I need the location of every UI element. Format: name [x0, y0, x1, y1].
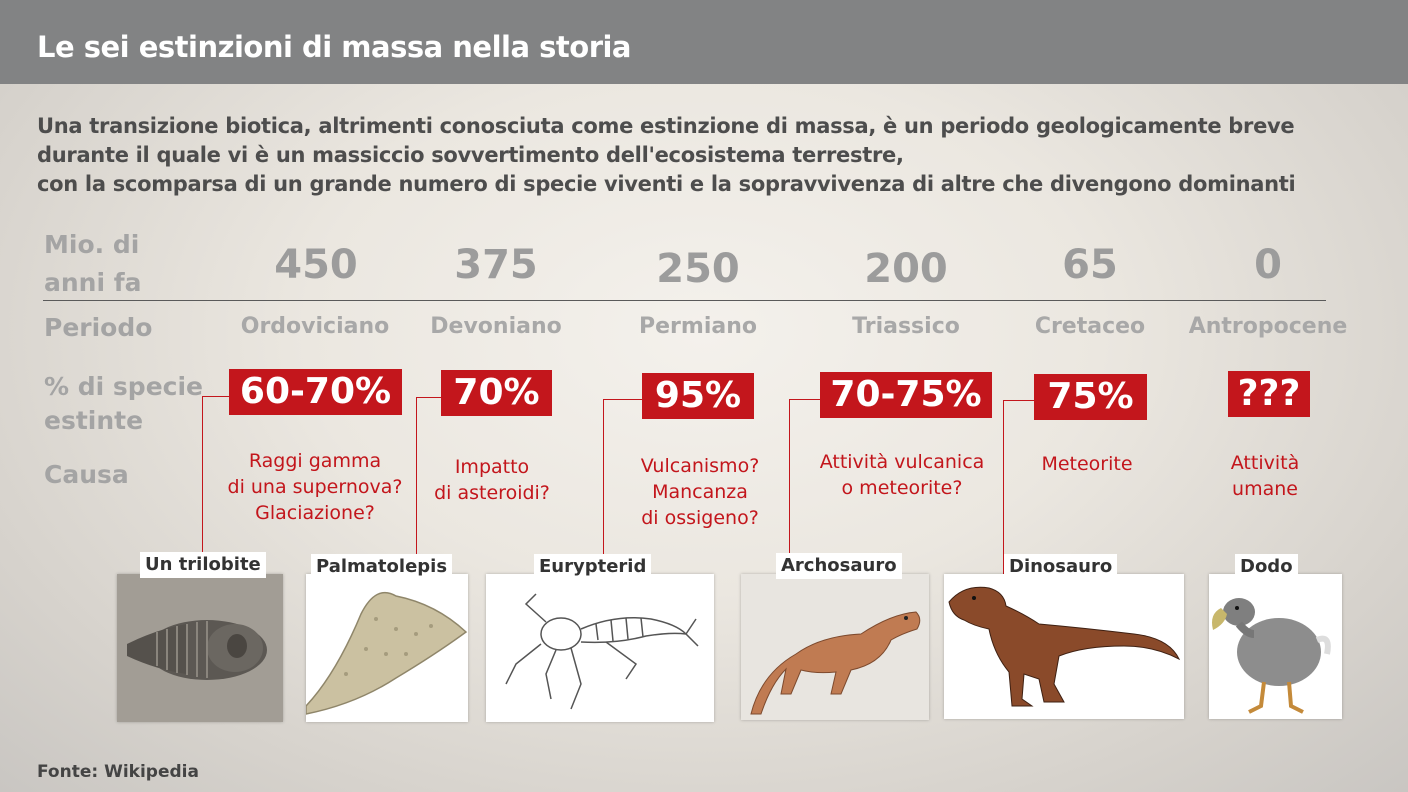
cause-line: Impatto [454, 456, 530, 478]
connector-line [603, 399, 604, 556]
extinct-percent-badge: 95% [642, 373, 754, 419]
dinosaur-image [944, 574, 1184, 719]
connector-line [416, 397, 417, 555]
period-label: Ordoviciano [240, 314, 390, 339]
header-bar: Le sei estinzioni di massa nella storia [0, 0, 1408, 84]
connector-line [202, 396, 203, 556]
cause-text: Raggi gamma di una supernova? Glaciazion… [205, 448, 425, 526]
period-label: Devoniano [430, 314, 562, 339]
connector-line [416, 397, 442, 398]
row-label-years-1: Mio. di [44, 230, 140, 259]
connector-line [789, 399, 821, 400]
row-label-pct-1: % di specie [44, 372, 203, 401]
cause-line: Mancanza [652, 481, 748, 503]
connector-line [603, 399, 643, 400]
connector-line [1003, 400, 1035, 401]
intro-line: durante il quale vi è un massiccio sovve… [37, 143, 904, 167]
cause-text: Vulcanismo? Mancanza di ossigeno? [590, 453, 810, 531]
palmatolepis-image [306, 574, 468, 722]
row-label-cause: Causa [44, 460, 129, 489]
image-caption: Archosauro [776, 553, 902, 579]
cause-text: Attività vulcanica o meteorite? [792, 449, 1012, 501]
intro-text: Una transizione biotica, altrimenti cono… [37, 112, 1296, 199]
image-caption: Palmatolepis [311, 554, 453, 580]
extinct-percent-badge: 60-70% [229, 369, 402, 415]
image-caption: Eurypterid [534, 554, 652, 580]
connector-line [1003, 400, 1004, 585]
cause-line: Raggi gamma [248, 450, 382, 472]
cause-text: Attività umane [1155, 450, 1375, 502]
trilobite-image [117, 574, 283, 722]
cause-line: Meteorite [1041, 453, 1133, 475]
year-label: 65 [1062, 242, 1118, 288]
cause-text: Impatto di asteroidi? [382, 454, 602, 506]
period-label: Cretaceo [1034, 314, 1146, 339]
cause-text: Meteorite [977, 451, 1197, 477]
archosaur-image [741, 574, 929, 720]
connector-line [202, 396, 230, 397]
year-label: 375 [454, 242, 538, 288]
row-label-pct-2: estinte [44, 406, 144, 435]
extinct-percent-badge: ??? [1228, 371, 1310, 417]
cause-line: Attività vulcanica [819, 451, 985, 473]
connector-line [789, 399, 790, 555]
period-label: Antropocene [1188, 314, 1348, 339]
image-caption: Dodo [1235, 554, 1298, 580]
period-label: Triassico [852, 314, 960, 339]
year-label: 250 [656, 246, 740, 292]
cause-line: Glaciazione? [255, 502, 375, 524]
intro-line: Una transizione biotica, altrimenti cono… [37, 114, 1295, 138]
row-label-period: Periodo [44, 313, 153, 342]
source-credit: Fonte: Wikipedia [37, 762, 199, 782]
image-caption: Dinosauro [1004, 554, 1118, 580]
extinct-percent-badge: 70-75% [820, 372, 992, 418]
cause-line: Attività [1230, 452, 1300, 474]
eurypterid-image [486, 574, 714, 722]
cause-line: di una supernova? [227, 476, 403, 498]
cause-line: o meteorite? [841, 477, 963, 499]
dodo-image [1209, 574, 1342, 719]
cause-line: di ossigeno? [641, 507, 759, 529]
cause-line: di asteroidi? [434, 482, 550, 504]
intro-line: con la scomparsa di un grande numero di … [37, 172, 1296, 196]
cause-line: Vulcanismo? [640, 455, 760, 477]
image-caption: Un trilobite [140, 552, 266, 578]
extinct-percent-badge: 70% [441, 370, 552, 416]
cause-line: umane [1232, 478, 1298, 500]
year-label: 0 [1254, 242, 1282, 288]
row-label-years-2: anni fa [44, 268, 142, 297]
year-label: 200 [864, 246, 948, 292]
year-label: 450 [274, 242, 358, 288]
extinct-percent-badge: 75% [1034, 374, 1147, 420]
period-label: Permiano [639, 314, 757, 339]
timeline-axis [43, 300, 1326, 301]
page-title: Le sei estinzioni di massa nella storia [37, 30, 632, 64]
